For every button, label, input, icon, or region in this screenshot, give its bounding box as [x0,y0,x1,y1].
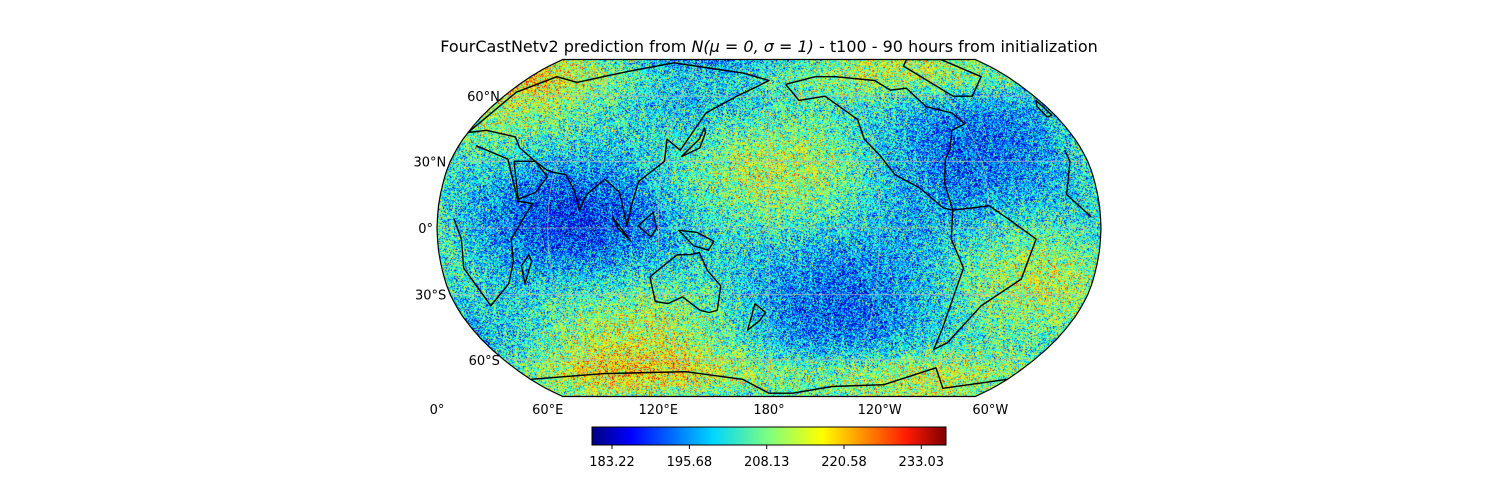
longitude-gridline [547,59,632,397]
longitude-label: 0° [430,403,445,418]
coastline [637,211,658,238]
colorbar-tick-label: 195.68 [667,455,713,470]
coastline [520,254,533,284]
map-boundary [436,58,1102,398]
colorbar-tick-label: 183.22 [589,455,635,470]
latitude-label: 60°S [469,354,500,369]
longitude-gridline [657,59,701,397]
coastlines [453,59,1092,394]
colorbar-tick-label: 233.03 [899,455,945,470]
coastline [678,229,715,251]
coastline [680,127,707,158]
coastline [513,160,549,200]
coastline [649,251,722,314]
colorbar: 183.22 195.68 208.13 220.58 233.03 [589,426,947,470]
coastline [453,145,1092,307]
coastline [530,367,1008,394]
latitude-label: 30°S [415,289,446,304]
colorbar-tick-label: 208.13 [744,455,790,470]
longitude-label: 120°E [639,403,679,418]
latitude-label: 60°N [467,90,500,105]
longitude-label: 180° [753,403,784,418]
coastline [902,59,982,97]
coastline [611,216,632,242]
colorbar-tick-label: 220.58 [821,455,867,470]
latitude-label: 30°N [414,155,447,170]
latitude-labels: 60°N 30°N 0° 30°S 60°S [414,90,500,369]
colorbar-ticks: 183.22 195.68 208.13 220.58 233.03 [589,445,944,470]
colorbar-gradient [591,426,947,446]
longitude-gridline [837,59,881,397]
latitude-label: 0° [418,222,433,237]
longitude-label: 120°W [858,403,902,418]
coastline [785,76,966,211]
longitude-label: 60°W [972,403,1008,418]
coastline [1035,99,1053,118]
coastline [467,62,770,227]
longitude-label: 60°E [532,403,563,418]
coastline [933,205,1037,351]
longitude-labels: 0° 60°E 120°E 180° 120°W 60°W [430,403,1009,418]
map[interactable] [436,58,1102,398]
coastline [746,303,767,331]
longitude-gridline [906,59,991,397]
chart-title: FourCastNetv2 prediction from N(μ = 0, σ… [440,37,1098,56]
